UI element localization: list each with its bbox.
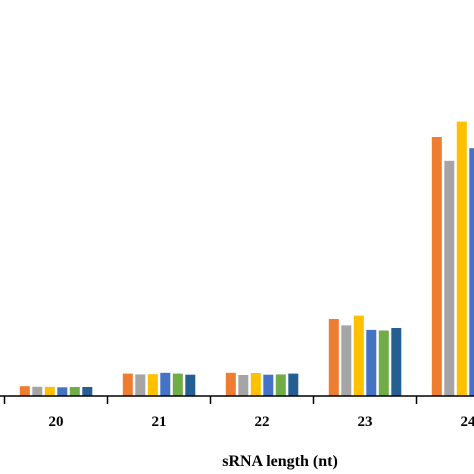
- bar-23-s5: [378, 330, 389, 396]
- bar-23-s3: [353, 315, 364, 396]
- bar-21-s1: [122, 373, 133, 396]
- x-tick-label-22: 22: [255, 414, 270, 430]
- bar-23-s1: [328, 319, 339, 396]
- bar-21-s3: [147, 374, 158, 396]
- bar-21-s4: [160, 372, 171, 396]
- bar-23-s6: [391, 328, 402, 396]
- x-tick-labels-group: 20 21 22 23 24: [49, 414, 474, 430]
- bar-23-s2: [341, 325, 352, 396]
- bar-22-s5: [275, 374, 286, 396]
- bar-20-s4: [57, 387, 68, 396]
- bar-23-s4: [366, 329, 377, 396]
- bar-24-s4: [469, 148, 474, 396]
- bars-group: [19, 121, 474, 396]
- bar-24-s2: [444, 160, 455, 396]
- bar-22-s1: [225, 372, 236, 396]
- x-tick-label-24: 24: [461, 414, 474, 430]
- bar-21-s2: [135, 374, 146, 396]
- bar-22-s6: [288, 373, 299, 396]
- x-axis-title: sRNA length (nt): [222, 453, 338, 470]
- bar-24-s3: [456, 121, 467, 396]
- bar-22-s4: [263, 374, 274, 396]
- x-tick-label-20: 20: [49, 414, 64, 430]
- bar-22-s3: [250, 373, 261, 396]
- bar-20-s3: [44, 386, 55, 396]
- bar-20-s1: [19, 386, 30, 396]
- x-tick-label-21: 21: [152, 414, 167, 430]
- bar-20-s2: [32, 386, 43, 396]
- bar-24-s1: [431, 137, 442, 396]
- bar-20-s5: [69, 387, 80, 396]
- bar-21-s5: [172, 373, 183, 396]
- bar-21-s6: [185, 374, 196, 396]
- bar-20-s6: [82, 387, 93, 396]
- x-tick-label-23: 23: [358, 414, 373, 430]
- bar-22-s2: [238, 375, 249, 396]
- x-ticks-group: [3, 396, 418, 404]
